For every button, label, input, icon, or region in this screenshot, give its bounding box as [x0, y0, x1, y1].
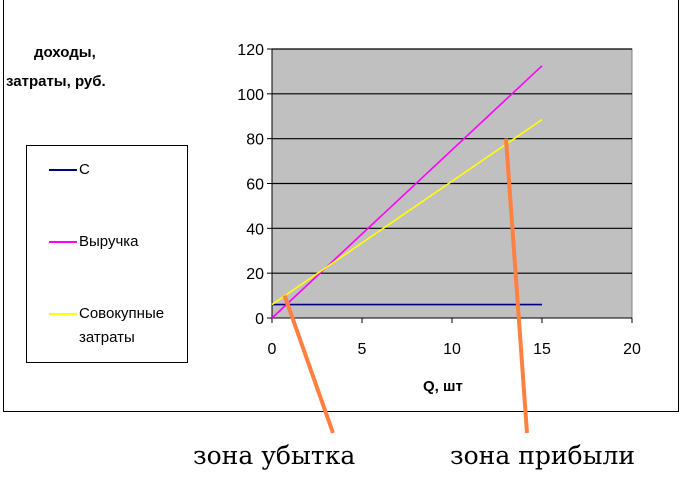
- legend-swatch-total-costs: [49, 313, 77, 315]
- y-tick-label-100: 100: [237, 87, 264, 104]
- y-axis-label-line-1: доходы,: [34, 44, 96, 61]
- y-tick-label-40: 40: [246, 221, 264, 238]
- x-tick-label-10: 10: [443, 341, 461, 358]
- y-tick-label-120: 120: [237, 42, 264, 59]
- x-axis-label: Q, шт: [423, 378, 463, 395]
- series-line-total-costs: [271, 118, 543, 306]
- y-axis-label-line-2: затраты, руб.: [6, 73, 106, 90]
- x-tick-label-15: 15: [533, 341, 551, 358]
- annotation-arrow-profit-zone: [504, 138, 529, 434]
- y-tick-label-80: 80: [246, 132, 264, 149]
- legend: C Выручка Совокупные затраты: [26, 145, 188, 363]
- legend-swatch-c: [49, 169, 77, 171]
- legend-label-total-costs-line-1: Совокупные: [79, 305, 165, 322]
- legend-label-total-costs-line-2: затраты: [79, 329, 135, 346]
- annotation-profit-zone: зона прибыли: [450, 441, 636, 470]
- annotation-loss-zone: зона убытка: [193, 441, 356, 470]
- legend-swatch-revenue: [49, 241, 77, 243]
- legend-label-c: C: [79, 161, 90, 178]
- y-tick-label-60: 60: [246, 177, 264, 194]
- x-tick-label-0: 0: [268, 341, 277, 358]
- y-tick-label-20: 20: [246, 266, 264, 283]
- x-tick-label-20: 20: [623, 341, 641, 358]
- series-line-revenue: [271, 65, 543, 319]
- x-tick-label-5: 5: [358, 341, 367, 358]
- legend-label-revenue: Выручка: [79, 233, 139, 250]
- y-tick-label-0: 0: [255, 311, 264, 328]
- annotation-arrow-loss-zone: [282, 294, 335, 434]
